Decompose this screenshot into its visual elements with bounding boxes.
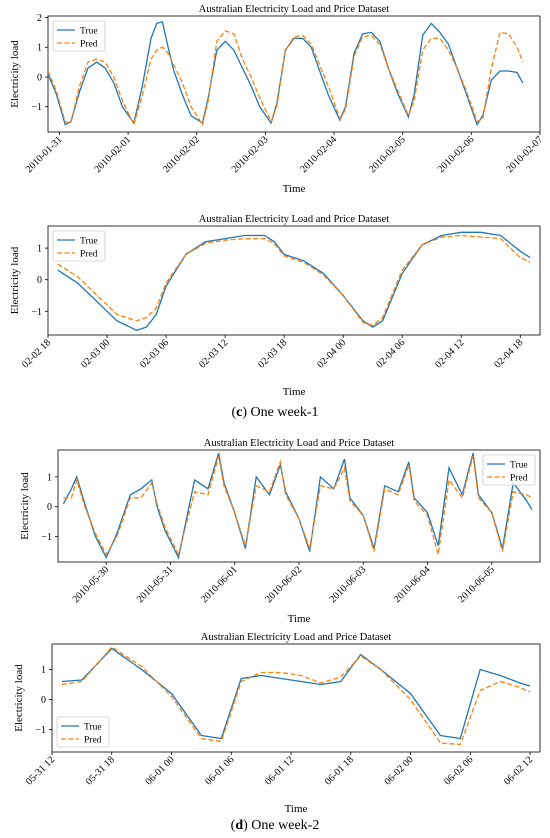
x-tick-label: 02-02 18 xyxy=(20,337,53,370)
y-tick-label: −1 xyxy=(31,307,42,318)
chart-title: Australian Electricity Load and Price Da… xyxy=(199,4,389,15)
legend-label-pred: Pred xyxy=(80,250,98,260)
x-tick-label: 2010-06-01 xyxy=(199,564,240,605)
chart-title: Australian Electricity Load and Price Da… xyxy=(204,438,394,449)
legend: True Pred xyxy=(56,716,110,748)
x-tick-label: 02-03 18 xyxy=(256,337,289,370)
y-axis-label: Electricity load xyxy=(13,664,25,732)
x-tick-label: 06-01 12 xyxy=(263,754,296,787)
x-tick-label: 2010-06-03 xyxy=(328,564,369,605)
y-axis-label: Electricity load xyxy=(9,40,21,108)
x-axis-label: Time xyxy=(283,386,306,398)
x-tick-label: 2010-02-01 xyxy=(92,134,133,175)
caption-d: (d) One week-2 xyxy=(230,818,320,833)
chart-panel-3: Australian Electricity Load and Price Da… xyxy=(19,438,541,625)
x-axis-label: Time xyxy=(285,803,308,815)
series-line-pred xyxy=(61,646,531,746)
series-line-true xyxy=(61,647,531,740)
legend-label-true: True xyxy=(80,237,98,247)
y-tick-label: 0 xyxy=(37,72,42,83)
x-tick-label: 02-04 12 xyxy=(433,337,466,370)
chart-panel-4: Australian Electricity Load and Price Da… xyxy=(13,632,541,815)
y-tick-label: 0 xyxy=(41,695,46,706)
x-tick-label: 2010-02-06 xyxy=(436,134,477,175)
legend: True Pred xyxy=(52,230,106,262)
series-line-true xyxy=(57,231,531,331)
x-tick-label: 2010-01-31 xyxy=(24,134,65,175)
x-tick-label: 02-04 18 xyxy=(492,337,525,370)
chart-panel-1: Australian Electricity Load and Price Da… xyxy=(9,4,545,195)
x-tick-label: 05-31 18 xyxy=(84,754,117,787)
y-tick-label: −1 xyxy=(35,725,46,736)
legend: True Pred xyxy=(482,454,536,486)
y-tick-label: −1 xyxy=(41,532,52,543)
x-tick-label: 02-03 12 xyxy=(197,337,230,370)
y-tick-label: 2 xyxy=(37,13,42,24)
x-tick-label: 2010-06-05 xyxy=(456,564,497,605)
x-tick-label: 02-03 00 xyxy=(79,337,112,370)
chart-title: Australian Electricity Load and Price Da… xyxy=(201,632,391,643)
plot-frame xyxy=(47,15,541,133)
x-tick-label: 06-02 12 xyxy=(502,754,535,787)
x-tick-label: 2010-05-30 xyxy=(71,564,112,605)
legend-label-true: True xyxy=(510,461,528,471)
series-line-pred xyxy=(48,30,524,127)
x-tick-label: 06-02 00 xyxy=(383,754,416,787)
x-axis-label: Time xyxy=(283,183,306,195)
y-axis-label: Electricity load xyxy=(9,246,21,314)
x-axis-label: Time xyxy=(288,613,311,625)
x-tick-label: 2010-06-04 xyxy=(392,564,433,605)
x-tick-label: 06-01 18 xyxy=(323,754,356,787)
y-tick-label: 0 xyxy=(37,275,42,286)
series-line-true xyxy=(62,452,533,560)
y-axis-label: Electricity load xyxy=(19,472,31,540)
chart-panel-2: Australian Electricity Load and Price Da… xyxy=(9,214,541,398)
x-tick-label: 2010-02-03 xyxy=(230,134,271,175)
plot-frame xyxy=(57,449,541,563)
legend-label-pred: Pred xyxy=(84,736,102,746)
legend-label-pred: Pred xyxy=(80,40,98,50)
x-tick-label: 2010-02-05 xyxy=(367,134,408,175)
x-tick-label: 2010-02-07 xyxy=(504,134,545,175)
x-tick-label: 2010-06-02 xyxy=(263,564,304,605)
legend-label-pred: Pred xyxy=(510,474,528,484)
chart-title: Australian Electricity Load and Price Da… xyxy=(199,214,389,225)
x-tick-label: 06-01 06 xyxy=(203,754,236,787)
x-tick-label: 2010-05-31 xyxy=(135,564,176,605)
x-tick-label: 05-31 12 xyxy=(24,754,57,787)
x-tick-label: 02-03 06 xyxy=(138,337,171,370)
series-line-pred xyxy=(57,234,531,327)
y-tick-label: 1 xyxy=(37,43,42,54)
y-tick-label: 1 xyxy=(47,472,52,483)
y-tick-label: 1 xyxy=(37,244,42,255)
series-line-pred xyxy=(63,455,533,557)
legend-label-true: True xyxy=(84,723,102,733)
series-line-true xyxy=(48,21,524,127)
x-tick-label: 2010-02-04 xyxy=(298,134,339,175)
legend: True Pred xyxy=(52,20,106,52)
x-tick-label: 06-02 06 xyxy=(442,754,475,787)
plot-frame xyxy=(47,225,541,336)
y-tick-label: 1 xyxy=(41,665,46,676)
legend-label-true: True xyxy=(80,27,98,37)
x-tick-label: 02-04 06 xyxy=(374,337,407,370)
x-tick-label: 2010-02-02 xyxy=(161,134,202,175)
plot-frame xyxy=(51,643,541,753)
y-tick-label: 0 xyxy=(47,502,52,513)
caption-c: (c) One week-1 xyxy=(231,405,319,420)
x-tick-label: 02-04 00 xyxy=(315,337,348,370)
x-tick-label: 06-01 00 xyxy=(144,754,177,787)
y-tick-label: −1 xyxy=(31,102,42,113)
